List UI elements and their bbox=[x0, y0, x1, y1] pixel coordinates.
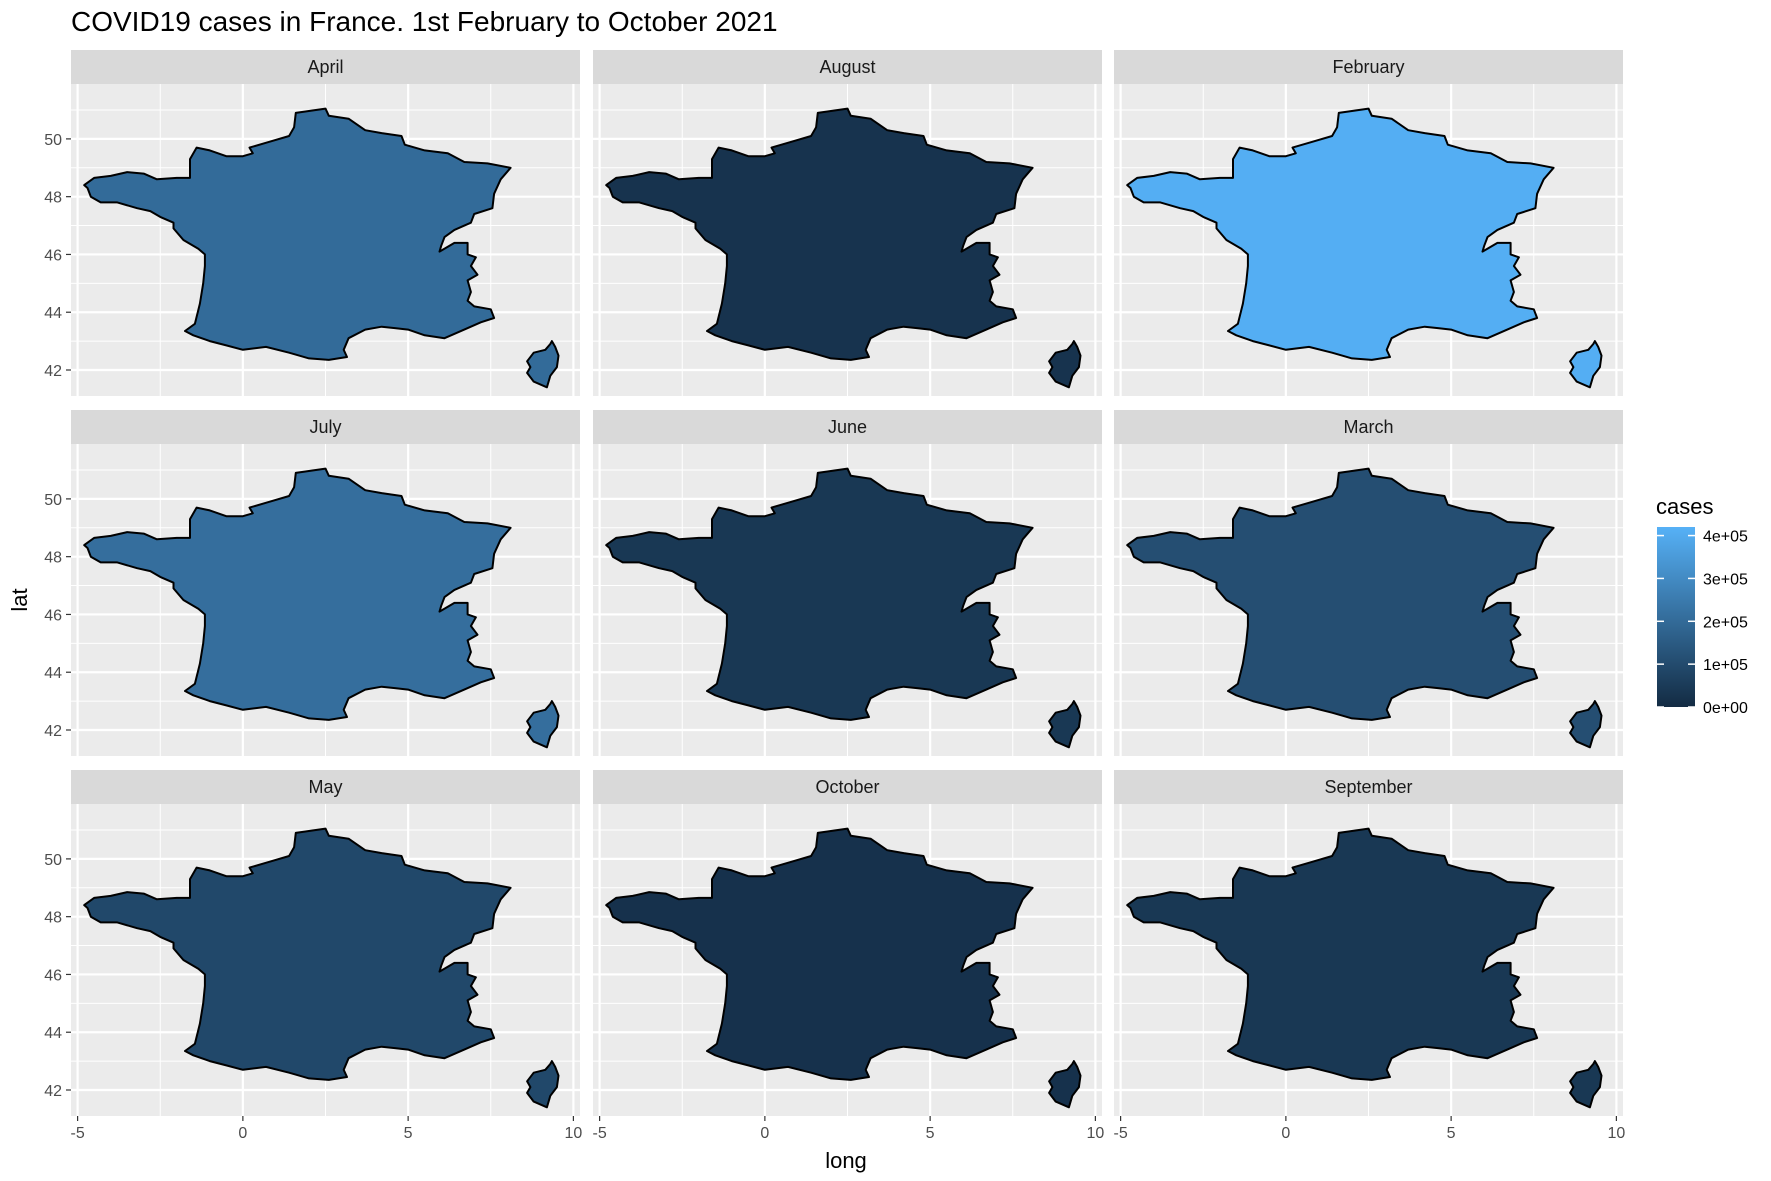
y-tick-label: 44 bbox=[44, 665, 62, 682]
facet-panel-august: August bbox=[593, 50, 1102, 396]
region-mainland-france bbox=[83, 827, 512, 1081]
facet-strip bbox=[71, 50, 580, 84]
region-corsica bbox=[1569, 700, 1603, 749]
x-tick-label: 10 bbox=[1086, 1125, 1104, 1142]
region-mainland-france bbox=[605, 827, 1034, 1081]
region-corsica bbox=[526, 1060, 560, 1109]
x-tick-label: 0 bbox=[1281, 1125, 1290, 1142]
region-mainland-france bbox=[83, 107, 512, 361]
region-corsica bbox=[1048, 700, 1082, 749]
x-tick-label: -5 bbox=[1113, 1125, 1127, 1142]
facet-strip bbox=[71, 410, 580, 444]
legend-label: 1e+05 bbox=[1703, 657, 1748, 674]
region-corsica bbox=[1048, 340, 1082, 389]
facet-panel-april: April bbox=[71, 50, 580, 396]
facet-strip-label: June bbox=[828, 417, 867, 437]
region-corsica bbox=[1569, 1060, 1603, 1109]
facet-strip-label: October bbox=[815, 777, 879, 797]
facet-strip-label: April bbox=[307, 57, 343, 77]
y-tick-label: 46 bbox=[44, 247, 62, 264]
facet-panels: April August February July June March May Octob… bbox=[71, 50, 1623, 1116]
y-tick-label: 42 bbox=[44, 1083, 62, 1100]
y-tick-label: 44 bbox=[44, 305, 62, 322]
x-tick-label: 0 bbox=[238, 1125, 247, 1142]
region-mainland-france bbox=[1126, 467, 1555, 721]
legend-colorbar: 0e+00 1e+05 2e+05 3e+05 4e+05 bbox=[1657, 527, 1748, 717]
facet-strip-label: September bbox=[1324, 777, 1412, 797]
legend-label: 2e+05 bbox=[1703, 614, 1748, 631]
legend: cases 0e+00 1e+05 2e+05 3e+05 4e+05 bbox=[1656, 494, 1748, 717]
y-tick-label: 46 bbox=[44, 967, 62, 984]
x-tick-label: 0 bbox=[760, 1125, 769, 1142]
x-tick-label: 5 bbox=[1447, 1125, 1456, 1142]
region-mainland-france bbox=[605, 107, 1034, 361]
facet-strip bbox=[593, 770, 1102, 804]
y-tick-label: 42 bbox=[44, 723, 62, 740]
y-tick-label: 44 bbox=[44, 1025, 62, 1042]
y-tick-label: 46 bbox=[44, 607, 62, 624]
facet-panel-june: June bbox=[593, 410, 1102, 756]
y-tick-label: 48 bbox=[44, 550, 62, 567]
region-corsica bbox=[526, 700, 560, 749]
legend-label: 3e+05 bbox=[1703, 571, 1748, 588]
x-axes: -5 0 5 10 -5 0 5 10 -5 0 5 10 bbox=[70, 1116, 1625, 1142]
region-mainland-france bbox=[1126, 827, 1555, 1081]
region-corsica bbox=[1048, 1060, 1082, 1109]
y-tick-label: 48 bbox=[44, 190, 62, 207]
y-tick-label: 50 bbox=[44, 132, 62, 149]
region-corsica bbox=[526, 340, 560, 389]
facet-panel-october: October bbox=[593, 770, 1102, 1116]
region-corsica bbox=[1569, 340, 1603, 389]
x-tick-label: 10 bbox=[1607, 1125, 1625, 1142]
x-tick-label: -5 bbox=[70, 1125, 84, 1142]
region-mainland-france bbox=[605, 467, 1034, 721]
facet-panel-may: May bbox=[71, 770, 580, 1116]
facet-strip bbox=[1114, 410, 1623, 444]
y-axis-title: lat bbox=[7, 588, 32, 611]
facet-strip-label: February bbox=[1332, 57, 1404, 77]
legend-label: 0e+00 bbox=[1703, 700, 1748, 717]
facet-strip bbox=[593, 410, 1102, 444]
facet-strip-label: July bbox=[309, 417, 341, 437]
y-axes: 42 44 46 48 50 42 44 46 48 50 42 44 46 48 50 bbox=[44, 132, 71, 1100]
chart-title: COVID19 cases in France. 1st February to… bbox=[71, 6, 778, 37]
legend-label: 4e+05 bbox=[1703, 529, 1748, 546]
facet-panel-march: March bbox=[1114, 410, 1623, 756]
x-axis-title: long bbox=[825, 1148, 867, 1173]
facet-panel-february: February bbox=[1114, 50, 1623, 396]
facet-strip bbox=[1114, 50, 1623, 84]
facet-strip-label: March bbox=[1343, 417, 1393, 437]
facet-panel-july: July bbox=[71, 410, 580, 756]
legend-title: cases bbox=[1656, 494, 1713, 519]
facet-strip bbox=[71, 770, 580, 804]
y-tick-label: 50 bbox=[44, 852, 62, 869]
facet-strip bbox=[1114, 770, 1623, 804]
region-mainland-france bbox=[1126, 107, 1555, 361]
x-tick-label: 5 bbox=[926, 1125, 935, 1142]
y-tick-label: 50 bbox=[44, 492, 62, 509]
facet-strip-label: May bbox=[308, 777, 342, 797]
x-tick-label: 10 bbox=[564, 1125, 582, 1142]
x-tick-label: -5 bbox=[592, 1125, 606, 1142]
y-tick-label: 48 bbox=[44, 910, 62, 927]
y-tick-label: 42 bbox=[44, 363, 62, 380]
facet-panel-september: September bbox=[1114, 770, 1623, 1116]
facet-strip bbox=[593, 50, 1102, 84]
legend-gradient bbox=[1657, 527, 1695, 707]
facet-strip-label: August bbox=[819, 57, 875, 77]
x-tick-label: 5 bbox=[404, 1125, 413, 1142]
region-mainland-france bbox=[83, 467, 512, 721]
